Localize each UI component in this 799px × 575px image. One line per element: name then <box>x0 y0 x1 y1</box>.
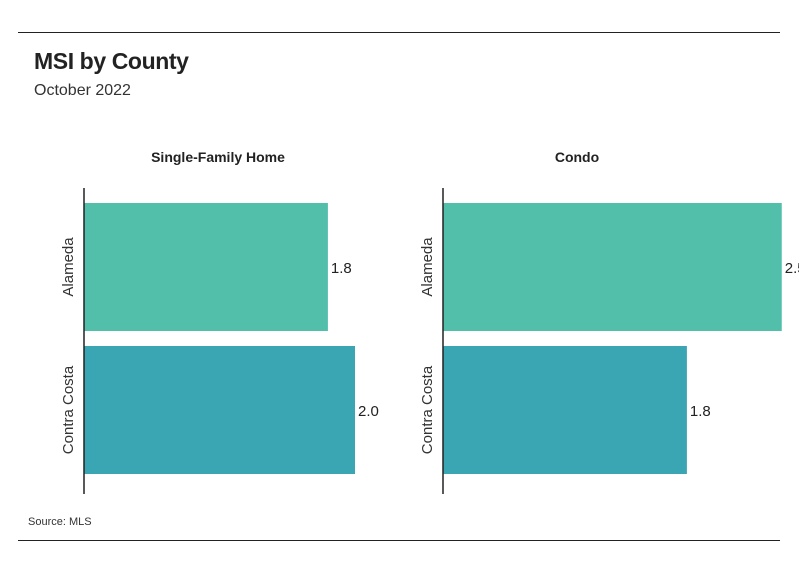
chart-title: MSI by County <box>34 48 189 74</box>
condo-value-label-contra-costa: 1.8 <box>690 403 711 420</box>
single-family-panel-title: Single-Family Home <box>151 149 285 165</box>
condo-category-label-contra-costa: Contra Costa <box>419 365 436 454</box>
single-family-category-label-alameda: Alameda <box>60 237 77 297</box>
single-family-category-label-contra-costa: Contra Costa <box>60 365 77 454</box>
condo-panel-title: Condo <box>555 149 599 165</box>
condo-value-label-alameda: 2.5 <box>785 260 799 277</box>
chart-subtitle: October 2022 <box>34 82 131 99</box>
condo-bar-alameda <box>443 203 782 331</box>
bottom-rule <box>18 540 780 541</box>
source-note: Source: MLS <box>28 516 92 528</box>
condo-category-label-alameda: Alameda <box>419 237 436 297</box>
single-family-value-label-contra-costa: 2.0 <box>358 403 379 420</box>
condo-bar-contra-costa <box>443 346 687 474</box>
single-family-bar-contra-costa <box>84 346 355 474</box>
single-family-bar-alameda <box>84 203 328 331</box>
single-family-value-label-alameda: 1.8 <box>331 260 352 277</box>
top-rule <box>18 32 780 33</box>
